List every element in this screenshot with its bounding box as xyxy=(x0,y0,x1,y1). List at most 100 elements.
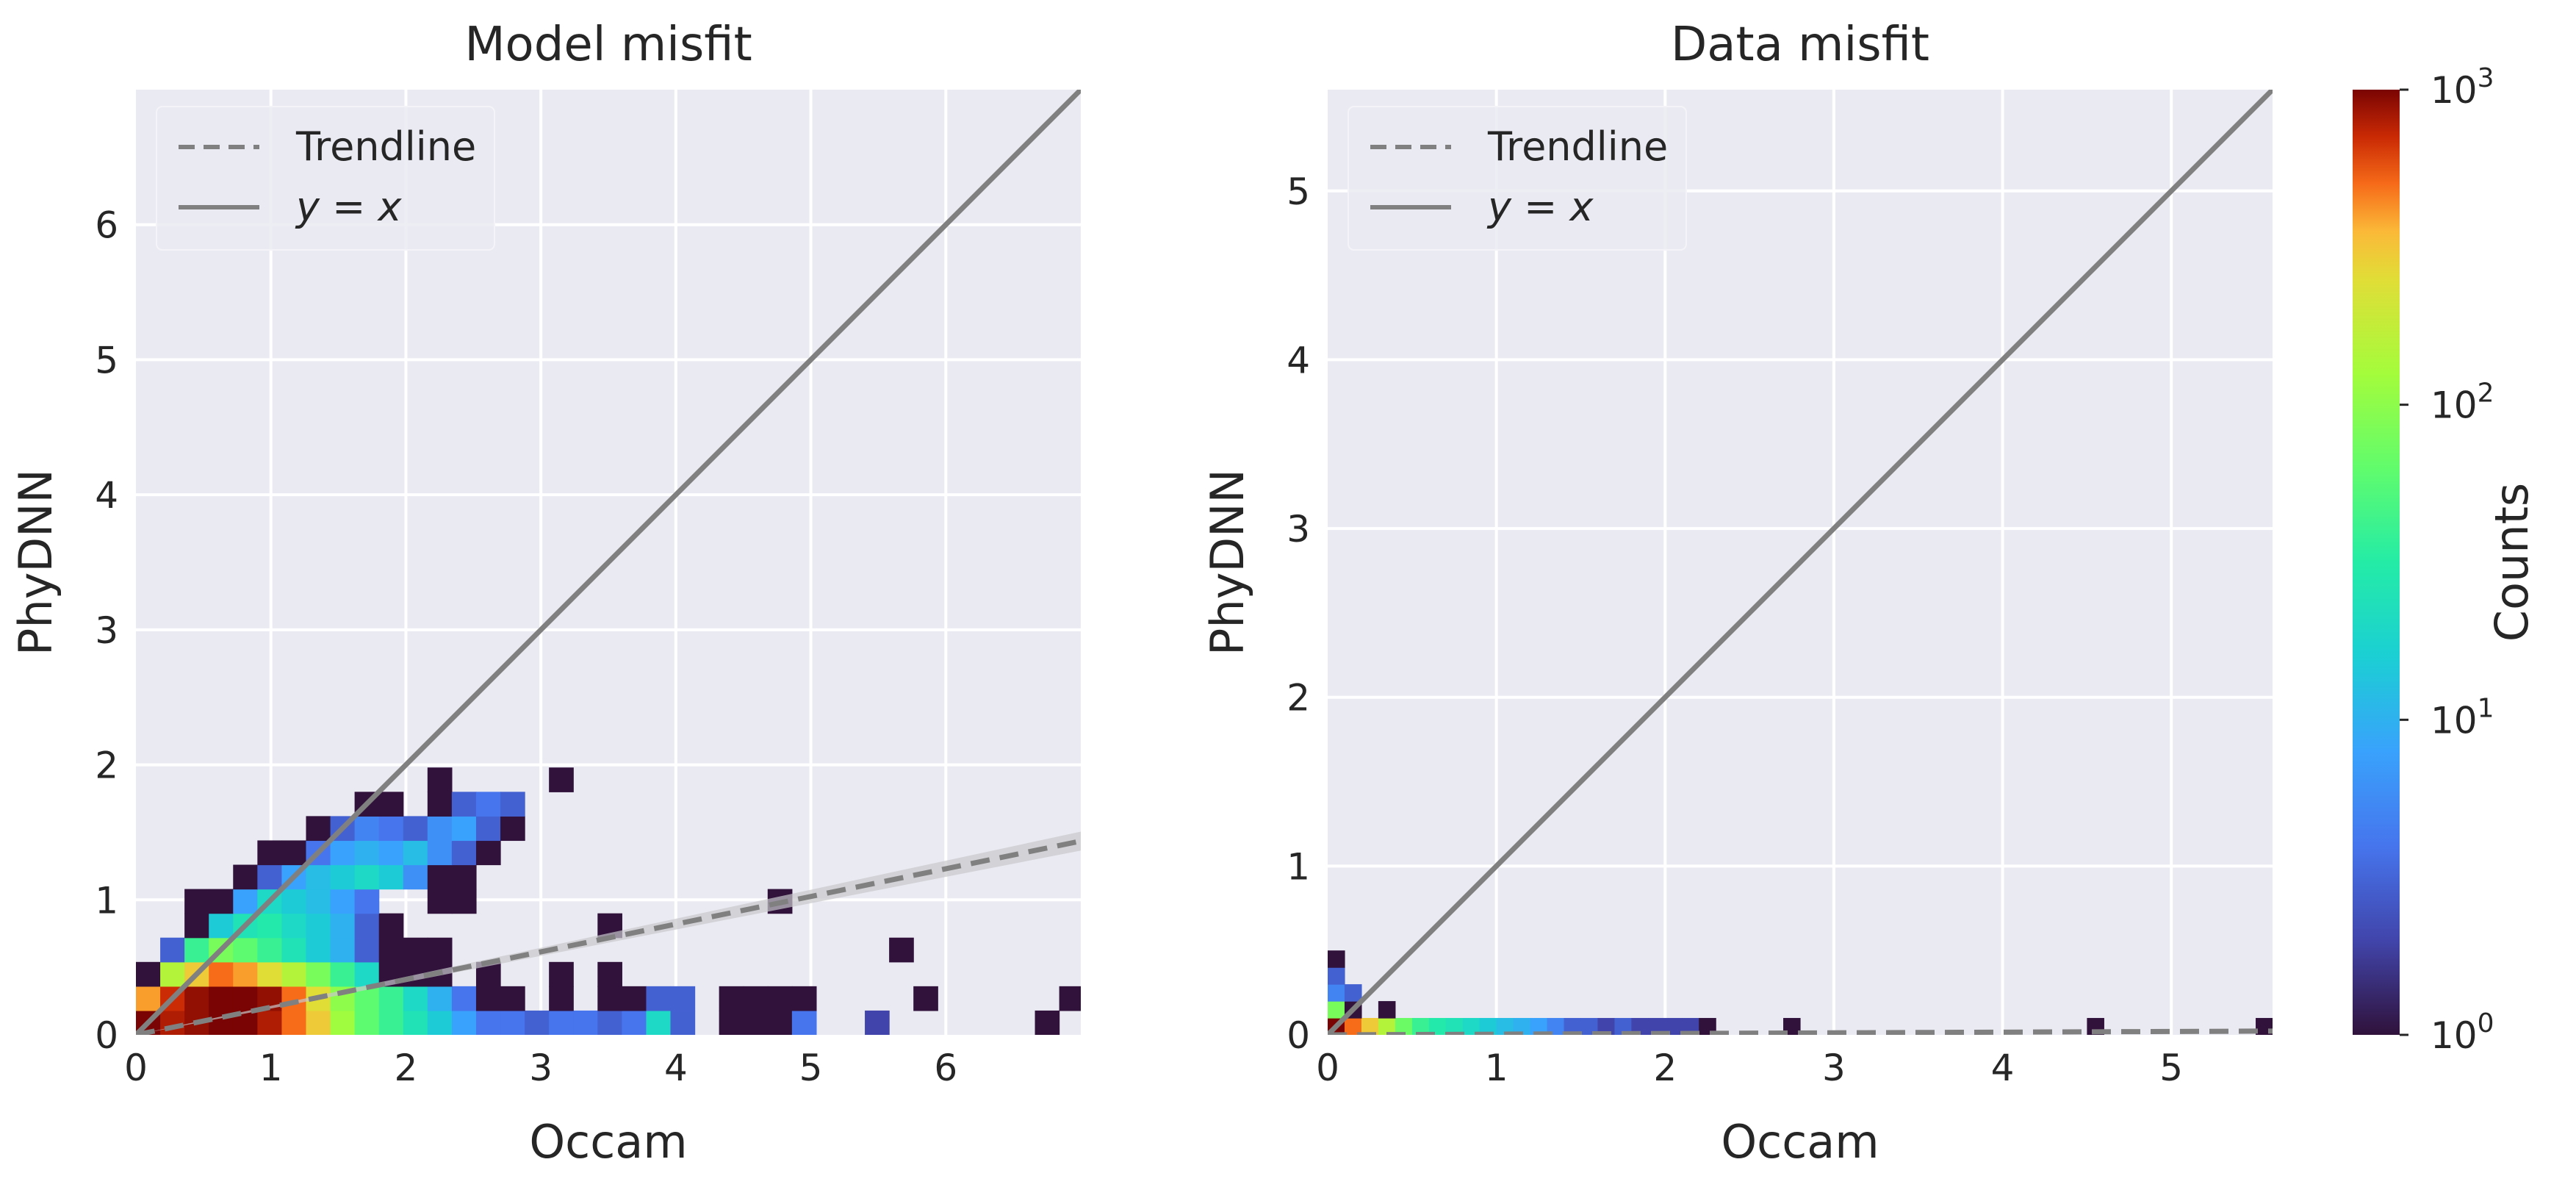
heatmap-bin xyxy=(257,937,283,963)
heatmap-bin xyxy=(184,937,209,963)
model-misfit-panel: 0 1 2 3 4 5 6 0 1 2 3 4 5 6 Model misfit Occam PhyDN… xyxy=(9,18,1081,1169)
trendline xyxy=(1328,1028,2273,1035)
reference-lines xyxy=(136,90,1081,1035)
y-tick-label: 0 xyxy=(1287,1014,1310,1057)
heatmap-bin xyxy=(427,1010,453,1035)
legend-box xyxy=(156,106,495,251)
heatmap-bin xyxy=(865,1010,890,1035)
colorbar-label: Counts xyxy=(2485,483,2539,642)
heatmap-bin xyxy=(378,840,404,866)
heatmap-bin xyxy=(1378,1018,1396,1035)
heatmap-bin xyxy=(1428,1018,1447,1035)
heatmap-bin xyxy=(233,986,258,1011)
heatmap-bin xyxy=(1547,1018,1565,1035)
heatmap-bin xyxy=(549,961,574,987)
x-tick-labels: 0 1 2 3 4 5 6 xyxy=(124,1047,957,1089)
heatmap-bin xyxy=(160,961,185,987)
y-tick-labels: 0 1 2 3 4 5 6 xyxy=(95,204,118,1057)
heatmap-bin xyxy=(451,840,477,866)
heatmap-bin xyxy=(403,816,428,842)
heatmap-bin xyxy=(597,986,622,1011)
x-tick-label: 4 xyxy=(1991,1047,2015,1089)
heatmap-bin xyxy=(549,767,574,792)
heatmap-bin xyxy=(475,792,501,817)
heatmap-bin xyxy=(500,792,525,817)
heatmap-bin xyxy=(427,937,453,963)
x-tick-label: 4 xyxy=(664,1047,688,1089)
heatmap-bin xyxy=(743,1010,769,1035)
x-tick-label: 2 xyxy=(395,1047,418,1089)
identity-line xyxy=(136,90,1081,1035)
heatmap-bin xyxy=(233,864,258,890)
heatmap-bin xyxy=(354,1010,380,1035)
x-tick-label: 5 xyxy=(799,1047,823,1089)
heatmap-bin xyxy=(573,1010,598,1035)
data-misfit-panel: 0 1 2 3 4 5 0 1 2 3 4 5 Data misfit Occam PhyDNN T… xyxy=(1201,18,2273,1169)
heatmap-bin xyxy=(451,816,477,842)
heatmap-bin xyxy=(184,986,209,1011)
heatmap-bin xyxy=(451,889,477,914)
heatmap-bin xyxy=(791,986,817,1011)
colorbar-tick-labels: 100 101 102 103 xyxy=(2400,63,2494,1057)
heatmap-bin xyxy=(427,840,453,866)
y-tick-label: 1 xyxy=(1287,845,1310,888)
y-axis-label: PhyDNN xyxy=(9,469,62,656)
heatmap-bin xyxy=(378,792,404,817)
heatmap-bin xyxy=(1614,1018,1632,1035)
heatmap-bin xyxy=(1648,1018,1666,1035)
heatmap-bin xyxy=(281,1010,307,1035)
heatmap-bin xyxy=(257,913,283,939)
y-tick-label: 5 xyxy=(95,339,118,381)
heatmap-bin xyxy=(209,986,234,1011)
heatmap-bin xyxy=(281,889,307,914)
y-tick-label: 2 xyxy=(1287,677,1310,720)
heatmap-bin xyxy=(378,1010,404,1035)
heatmap-bin xyxy=(1496,1018,1514,1035)
heatmap-bin xyxy=(330,840,356,866)
chart-title: Model misfit xyxy=(464,18,752,72)
heatmap-bin xyxy=(209,889,234,914)
heatmap-bin xyxy=(378,913,404,939)
heatmap-bin xyxy=(403,840,428,866)
heatmap-bin xyxy=(1479,1018,1497,1035)
chart-title: Data misfit xyxy=(1671,18,1929,72)
heatmap-bin xyxy=(1378,1001,1396,1019)
heatmap-bin xyxy=(427,816,453,842)
y-tick-label: 5 xyxy=(1287,171,1310,213)
heatmap-bin xyxy=(1513,1018,1531,1035)
heatmap-bin xyxy=(913,986,938,1011)
heatmap-bin xyxy=(1665,1018,1683,1035)
y-tick-label: 2 xyxy=(95,745,118,787)
heatmap-bin xyxy=(1597,1018,1615,1035)
heatmap-bin xyxy=(330,889,356,914)
heatmap-bin xyxy=(670,1010,696,1035)
trendline xyxy=(136,838,1081,1035)
heatmap-bin xyxy=(257,1010,283,1035)
heatmap-bin xyxy=(354,913,380,939)
x-tick-label: 1 xyxy=(1485,1047,1508,1089)
heatmap-bins xyxy=(136,767,1081,1035)
legend-label: y = x xyxy=(295,184,403,230)
y-tick-label: 4 xyxy=(95,474,118,517)
heatmap-bin xyxy=(306,889,331,914)
heatmap-bin xyxy=(1395,1018,1413,1035)
heatmap-bin xyxy=(354,816,380,842)
heatmap-bin xyxy=(160,937,185,963)
heatmap-bin xyxy=(378,986,404,1011)
heatmap-bin xyxy=(281,937,307,963)
colorbar-tick-label: 102 xyxy=(2431,379,2494,427)
heatmap-bin xyxy=(1631,1018,1649,1035)
heatmap-bin xyxy=(233,937,258,963)
trendline-confidence-band xyxy=(136,831,1081,1035)
heatmap-bin xyxy=(330,937,356,963)
y-tick-label: 3 xyxy=(95,609,118,652)
heatmap-bin xyxy=(622,1010,647,1035)
heatmap-bin xyxy=(1059,986,1081,1011)
heatmap-bin xyxy=(427,792,453,817)
heatmap-bin xyxy=(1361,1018,1379,1035)
heatmap-bin xyxy=(306,961,331,987)
heatmap-bin xyxy=(1328,967,1345,985)
heatmap-bin xyxy=(475,1010,501,1035)
x-tick-label: 0 xyxy=(124,1047,148,1089)
